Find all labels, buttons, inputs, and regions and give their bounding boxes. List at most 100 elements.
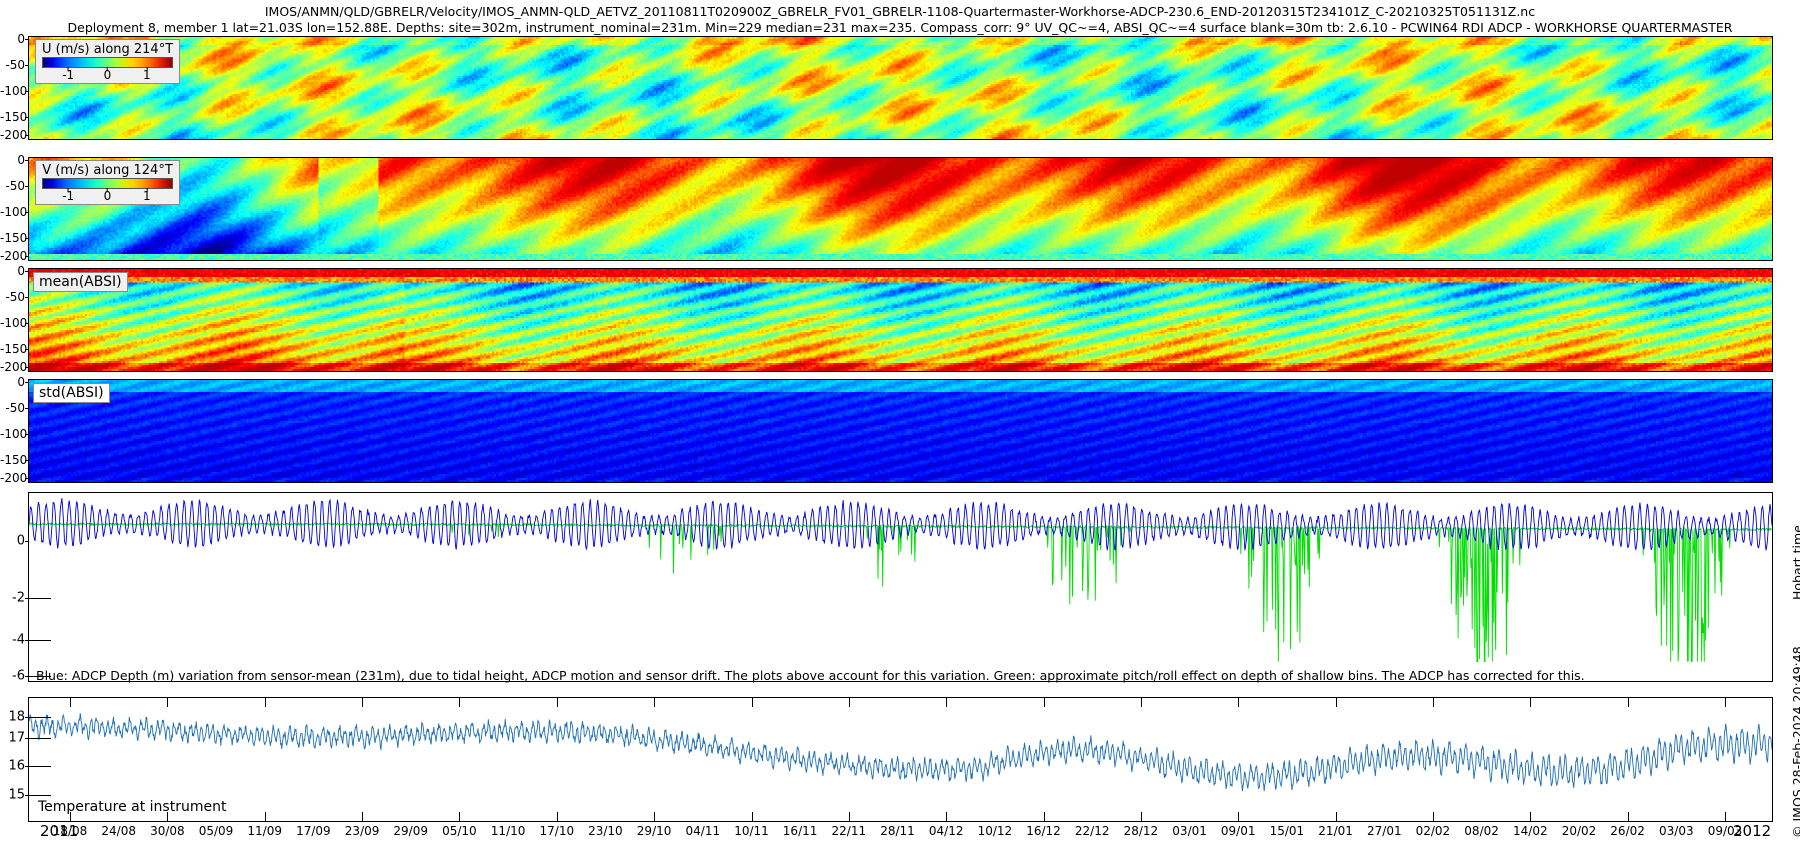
xtickmark-top-34 <box>1725 698 1726 707</box>
ytickmark-inner-depth-2 <box>29 640 51 642</box>
xtickmark-bottom-6 <box>362 812 364 821</box>
ytickmark-u-velocity-2 <box>25 91 29 93</box>
v-velocity-colorbar-ticks: -1 0 1 <box>42 188 173 203</box>
ytick-u-velocity-1: -50 <box>5 58 25 73</box>
ytickmark-depth-3 <box>25 676 29 678</box>
xtick-31: 20/02 <box>1561 824 1597 838</box>
xtickmark-bottom-8 <box>459 812 461 821</box>
panel-std-absi: std(ABSI) <box>28 379 1773 483</box>
ytickmark-v-velocity-0 <box>25 160 29 162</box>
xtickmark-bottom-10 <box>556 812 558 821</box>
ytick-v-velocity-3: -150 <box>0 231 28 246</box>
xtickmark-bottom-34 <box>1725 812 1726 821</box>
ytick-mean-absi-4: -200 <box>0 359 28 374</box>
ytickmark-inner-depth-3 <box>29 676 51 678</box>
xtick-5: 17/09 <box>296 824 331 838</box>
page-title-filename: IMOS/ANMN/QLD/GBRELR/Velocity/IMOS_ANMN-… <box>264 4 1536 19</box>
ytick-u-velocity-2: -100 <box>0 84 28 99</box>
xtick-7: 29/09 <box>393 824 428 838</box>
v-cbar-tick-2: 1 <box>142 189 151 203</box>
v-cbar-tick-1: 0 <box>103 189 112 203</box>
u-velocity-colorbar-ticks: -1 0 1 <box>42 67 173 82</box>
xtickmark-top-0 <box>70 698 71 707</box>
xtick-30: 14/02 <box>1513 824 1548 838</box>
xtickmark-top-22 <box>1140 698 1142 707</box>
ytick-mean-absi-2: -100 <box>0 316 28 331</box>
xtick-15: 16/11 <box>782 824 818 838</box>
mean-absi-plot-area <box>29 269 1772 371</box>
ytickmark-std-absi-1 <box>25 408 29 410</box>
xtick-17: 28/11 <box>880 824 915 838</box>
depth-variation-lines <box>29 498 1772 663</box>
xtick-33: 03/03 <box>1659 824 1694 838</box>
xtickmark-bottom-26 <box>1335 812 1337 821</box>
xtickmark-top-4 <box>264 698 266 707</box>
panel-u-velocity: U (m/s) along 214°T -1 0 1 <box>28 36 1773 140</box>
ytick-std-absi-0: 0 <box>17 375 25 390</box>
xtickmark-bottom-32 <box>1627 812 1629 821</box>
xtick-28: 02/02 <box>1415 824 1451 838</box>
xtick-20: 16/12 <box>1026 824 1061 838</box>
ytickmark-temperature-2 <box>25 765 29 767</box>
xtick-29: 08/02 <box>1464 824 1499 838</box>
ytick-mean-absi-3: -150 <box>0 342 28 357</box>
xtickmark-bottom-18 <box>946 812 948 821</box>
ytickmark-temperature-1 <box>25 738 29 740</box>
v-velocity-colorbar: V (m/s) along 124°T -1 0 1 <box>35 160 180 205</box>
xtickmark-top-6 <box>362 698 364 707</box>
xtick-2: 30/08 <box>150 824 185 838</box>
ytickmark-inner-temperature-1 <box>29 738 51 740</box>
xtick-8: 05/10 <box>442 824 477 838</box>
ytickmark-depth-0 <box>25 541 29 543</box>
ytickmark-mean-absi-1 <box>25 297 29 299</box>
u-cbar-tick-2: 1 <box>142 68 151 82</box>
ytick-temperature-1: 17 <box>8 730 25 746</box>
xtickmark-top-16 <box>848 698 850 707</box>
temperature-label: Temperature at instrument <box>38 799 227 815</box>
ytickmark-inner-temperature-3 <box>29 794 51 796</box>
xtick-1: 24/08 <box>101 824 136 838</box>
xtick-9: 11/10 <box>490 824 526 838</box>
temperature-line <box>29 713 1772 792</box>
xtick-16: 22/11 <box>831 824 867 838</box>
panel-temperature <box>28 697 1773 822</box>
u-cbar-tick-1: 0 <box>103 68 112 82</box>
xtickmark-bottom-22 <box>1140 812 1142 821</box>
xtick-year-start: 2011 <box>40 822 79 840</box>
v-velocity-colorbar-title: V (m/s) along 124°T <box>42 163 173 178</box>
ytickmark-v-velocity-2 <box>25 212 29 214</box>
ytick-std-absi-3: -150 <box>0 453 28 468</box>
ytick-v-velocity-1: -50 <box>5 179 25 194</box>
u-velocity-colorbar: U (m/s) along 214°T -1 0 1 <box>35 39 180 84</box>
copyright-label: © IMOS 28-Feb-2024 20:49:48 <box>1790 646 1800 838</box>
xtickmark-bottom-0 <box>70 812 71 821</box>
xtickmark-bottom-30 <box>1530 812 1532 821</box>
temperature-plot-area <box>29 698 1772 821</box>
xtick-year-end: 2012 <box>1733 822 1772 840</box>
xtickmark-bottom-28 <box>1432 812 1434 821</box>
ytick-u-velocity-4: -200 <box>0 127 28 142</box>
ytick-v-velocity-0: 0 <box>17 153 25 168</box>
std-absi-plot-area <box>29 380 1772 482</box>
ytick-std-absi-1: -50 <box>5 401 25 416</box>
xtickmark-bottom-2 <box>167 812 169 821</box>
ytick-u-velocity-3: -150 <box>0 110 28 125</box>
xtick-10: 17/10 <box>539 824 575 838</box>
xtickmark-top-18 <box>946 698 948 707</box>
u-velocity-heatmap <box>29 37 1772 139</box>
panel-v-velocity: V (m/s) along 124°T -1 0 1 <box>28 157 1773 261</box>
ytick-temperature-3: 15 <box>8 787 25 802</box>
xtickmark-top-2 <box>167 698 169 707</box>
xtick-13: 04/11 <box>685 824 721 838</box>
v-velocity-heatmap <box>29 158 1772 260</box>
ytick-std-absi-2: -100 <box>0 427 28 442</box>
xtickmark-top-8 <box>459 698 461 707</box>
u-velocity-colorbar-title: U (m/s) along 214°T <box>42 42 174 57</box>
ytickmark-std-absi-4 <box>25 477 29 479</box>
depth-variation-plot-area <box>29 493 1772 681</box>
ytickmark-v-velocity-1 <box>25 186 29 188</box>
xtick-3: 05/09 <box>198 824 234 838</box>
ytick-depth-0: 0 <box>16 533 25 549</box>
mean-absi-label: mean(ABSI) <box>33 272 128 292</box>
ytick-std-absi-4: -200 <box>0 470 28 485</box>
